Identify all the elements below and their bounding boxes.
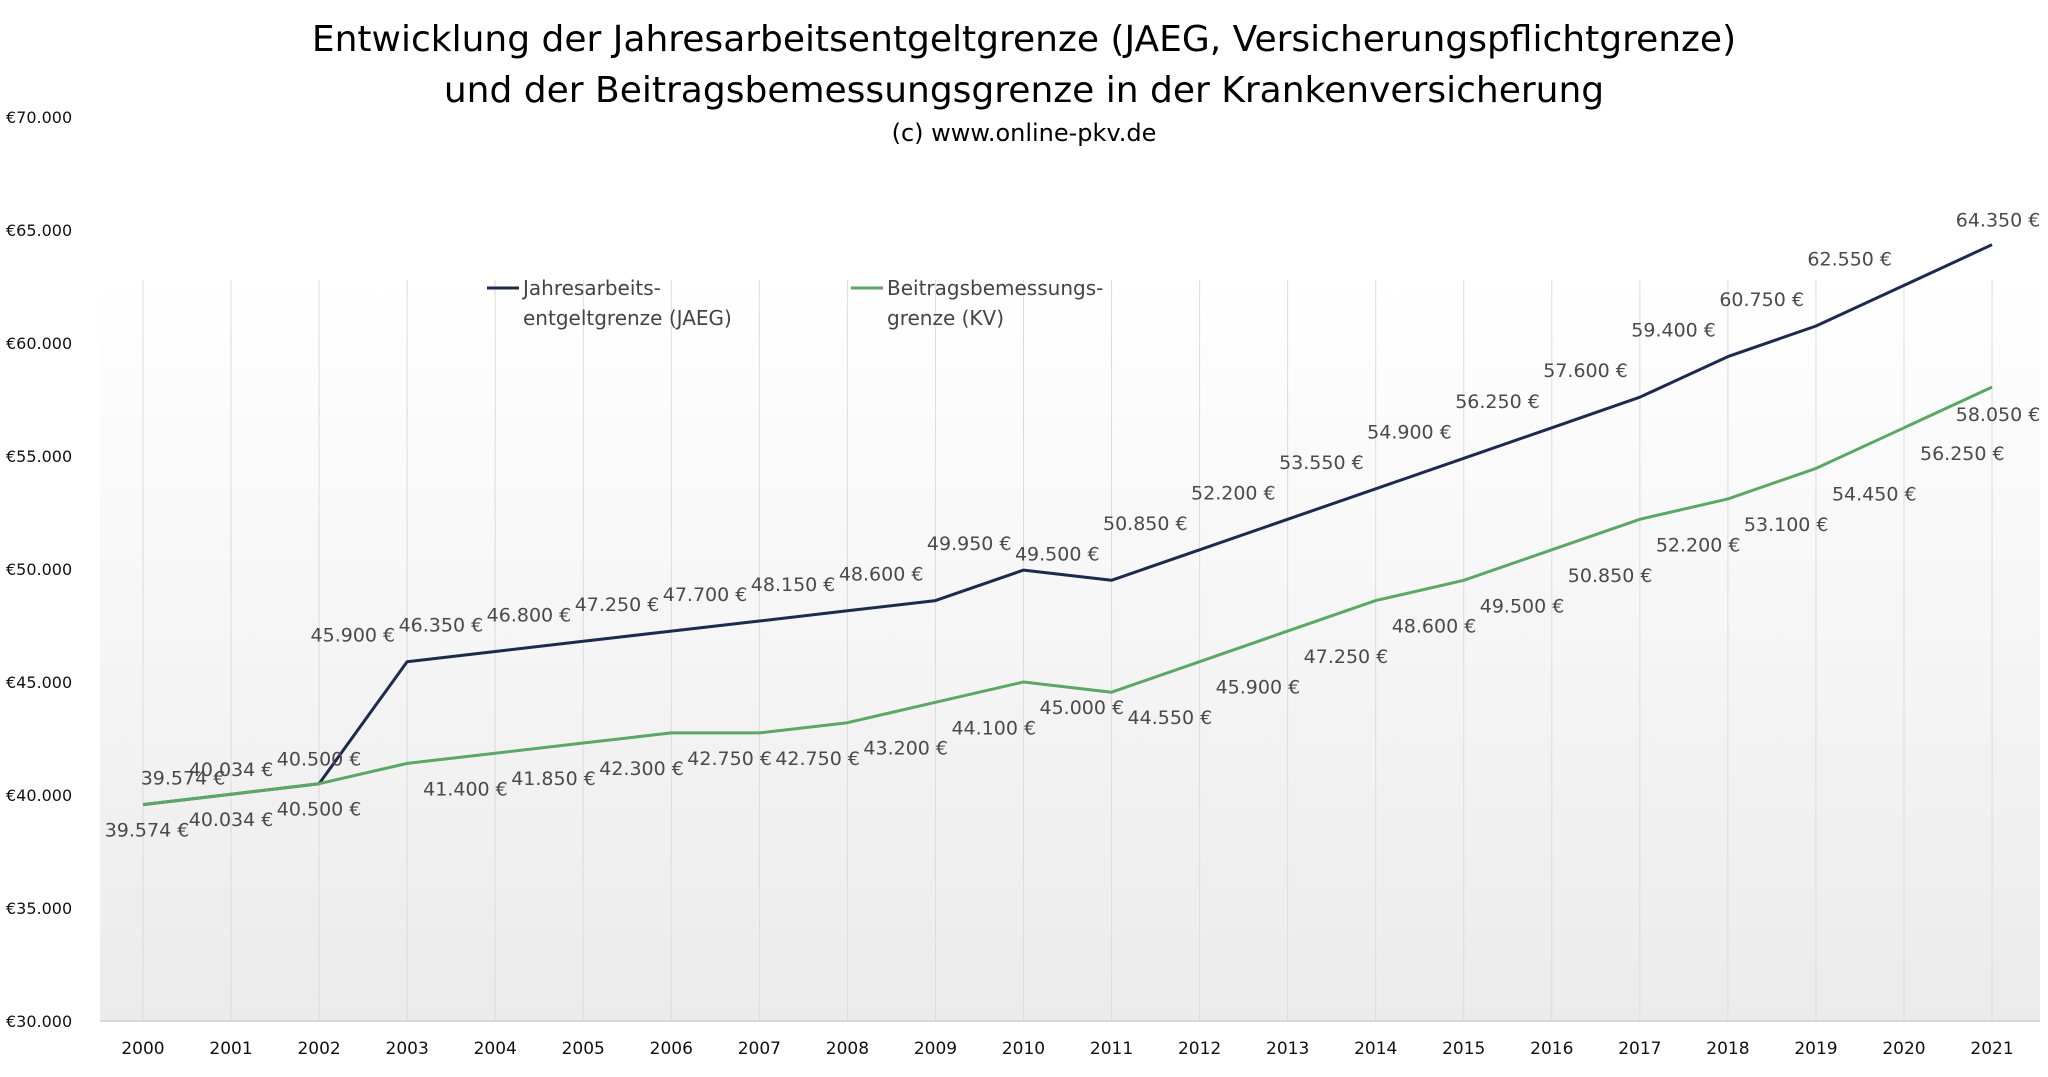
y-tick-label: €40.000 xyxy=(6,786,72,805)
x-tick-label: 2002 xyxy=(297,1039,340,1059)
x-tick-label: 2004 xyxy=(474,1039,517,1059)
x-tick-label: 2007 xyxy=(738,1039,781,1059)
data-label: 45.900 € xyxy=(311,625,396,647)
x-tick-label: 2019 xyxy=(1794,1039,1837,1059)
chart-title: Entwicklung der Jahresarbeitsentgeltgren… xyxy=(0,14,2048,150)
legend-label: entgeltgrenze (JAEG) xyxy=(523,306,732,330)
y-tick-label: €70.000 xyxy=(6,108,72,127)
data-label: 40.500 € xyxy=(277,799,362,821)
data-label: 52.200 € xyxy=(1656,534,1741,556)
y-tick-label: €65.000 xyxy=(6,221,72,240)
data-label: 60.750 € xyxy=(1719,289,1804,311)
x-tick-label: 2000 xyxy=(121,1039,164,1059)
x-tick-label: 2011 xyxy=(1090,1039,1133,1059)
data-label: 64.350 € xyxy=(1956,210,2041,232)
plot-area xyxy=(100,280,2040,1021)
data-label: 46.350 € xyxy=(399,614,484,636)
legend-label: Jahresarbeits- xyxy=(521,276,661,300)
y-tick-label: €60.000 xyxy=(6,334,72,353)
data-label: 41.400 € xyxy=(423,778,508,800)
data-label: 58.050 € xyxy=(1956,404,2041,426)
data-label: 54.450 € xyxy=(1832,483,1917,505)
data-label: 56.250 € xyxy=(1920,443,2005,465)
data-label: 43.200 € xyxy=(863,738,948,760)
data-label: 53.550 € xyxy=(1279,452,1364,474)
data-label: 52.200 € xyxy=(1191,482,1276,504)
data-label: 44.550 € xyxy=(1128,707,1213,729)
data-label: 62.550 € xyxy=(1807,248,1892,270)
data-label: 54.900 € xyxy=(1367,421,1452,443)
x-tick-label: 2006 xyxy=(650,1039,693,1059)
data-label: 53.100 € xyxy=(1744,514,1829,536)
data-label: 40.034 € xyxy=(189,759,274,781)
x-tick-label: 2017 xyxy=(1618,1039,1661,1059)
x-tick-label: 2020 xyxy=(1882,1039,1925,1059)
data-label: 42.750 € xyxy=(775,748,860,770)
x-tick-label: 2021 xyxy=(1970,1039,2013,1059)
data-label: 40.500 € xyxy=(277,749,362,771)
data-label: 42.750 € xyxy=(687,748,772,770)
data-label: 49.500 € xyxy=(1480,595,1565,617)
data-label: 47.250 € xyxy=(575,594,660,616)
x-tick-label: 2012 xyxy=(1178,1039,1221,1059)
data-label: 50.850 € xyxy=(1103,513,1188,535)
x-tick-label: 2016 xyxy=(1530,1039,1573,1059)
data-label: 44.100 € xyxy=(951,717,1036,739)
y-tick-label: €50.000 xyxy=(6,560,72,579)
data-label: 48.600 € xyxy=(839,564,924,586)
data-label: 47.700 € xyxy=(663,584,748,606)
data-label: 39.574 € xyxy=(105,820,190,842)
data-label: 48.150 € xyxy=(751,574,836,596)
legend-label: Beitragsbemessungs- xyxy=(887,276,1103,300)
data-label: 56.250 € xyxy=(1455,391,1540,413)
chart-title-line-2: und der Beitragsbemessungsgrenze in der … xyxy=(443,70,1605,111)
data-label: 48.600 € xyxy=(1392,616,1477,638)
chart-subtitle: (c) www.online-pkv.de xyxy=(891,119,1157,147)
x-tick-label: 2014 xyxy=(1354,1039,1397,1059)
data-label: 41.850 € xyxy=(511,768,596,790)
x-tick-label: 2008 xyxy=(826,1039,869,1059)
legend-label: grenze (KV) xyxy=(887,306,1004,330)
data-label: 49.950 € xyxy=(927,533,1012,555)
data-label: 50.850 € xyxy=(1568,565,1653,587)
data-label: 39.574 € xyxy=(141,768,226,790)
x-tick-label: 2013 xyxy=(1266,1039,1309,1059)
x-tick-label: 2003 xyxy=(386,1039,429,1059)
series-line-1 xyxy=(142,385,1993,807)
data-label: 42.300 € xyxy=(599,758,684,780)
x-tick-label: 2015 xyxy=(1442,1039,1485,1059)
y-tick-label: €45.000 xyxy=(6,673,72,692)
data-label: 40.034 € xyxy=(189,809,274,831)
data-label: 47.250 € xyxy=(1304,646,1389,668)
y-tick-label: €55.000 xyxy=(6,447,72,466)
y-tick-label: €35.000 xyxy=(6,899,72,918)
data-label: 45.900 € xyxy=(1216,677,1301,699)
x-tick-label: 2010 xyxy=(1002,1039,1045,1059)
series-line-0 xyxy=(142,243,1993,807)
chart-title-line-1: Entwicklung der Jahresarbeitsentgeltgren… xyxy=(311,19,1737,60)
x-tick-label: 2005 xyxy=(562,1039,605,1059)
data-label: 57.600 € xyxy=(1543,360,1628,382)
data-label: 49.500 € xyxy=(1015,543,1100,565)
data-label: 45.000 € xyxy=(1040,697,1125,719)
data-label: 59.400 € xyxy=(1631,320,1716,342)
x-tick-label: 2001 xyxy=(209,1039,252,1059)
data-label: 46.800 € xyxy=(487,604,572,626)
y-tick-label: €30.000 xyxy=(6,1012,72,1031)
x-tick-label: 2009 xyxy=(914,1039,957,1059)
x-tick-label: 2018 xyxy=(1706,1039,1749,1059)
